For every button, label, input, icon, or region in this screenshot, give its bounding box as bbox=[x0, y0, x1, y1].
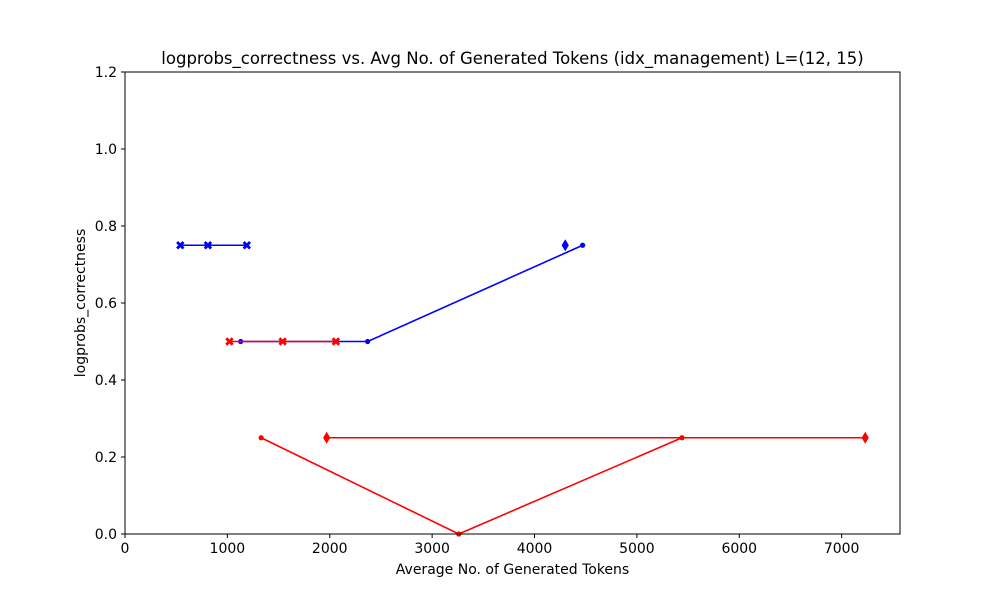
x-tick-label: 5000 bbox=[619, 541, 655, 557]
y-tick-label: 1.0 bbox=[95, 142, 117, 158]
x-tick-label: 1000 bbox=[210, 541, 246, 557]
data-point bbox=[242, 241, 252, 250]
data-point bbox=[176, 241, 185, 250]
data-point bbox=[861, 431, 869, 444]
data-point bbox=[580, 242, 586, 248]
y-tick-label: 0.4 bbox=[95, 373, 117, 389]
data-point bbox=[258, 435, 264, 441]
x-tick-label: 4000 bbox=[517, 541, 553, 557]
x-tick-label: 6000 bbox=[721, 541, 757, 557]
series-0 bbox=[176, 241, 252, 250]
x-tick-label: 3000 bbox=[414, 541, 450, 557]
data-point bbox=[323, 431, 331, 444]
series-2 bbox=[561, 239, 569, 252]
plot-frame bbox=[124, 71, 901, 535]
y-tick-label: 0.0 bbox=[95, 527, 117, 543]
x-tick-label: 7000 bbox=[824, 541, 860, 557]
data-point bbox=[203, 241, 213, 250]
series-5 bbox=[323, 431, 869, 444]
x-tick-label: 2000 bbox=[312, 541, 348, 557]
series-line bbox=[240, 244, 583, 343]
series-line bbox=[260, 437, 683, 535]
x-tick-label: 0 bbox=[121, 541, 130, 557]
chart-title: logprobs_correctness vs. Avg No. of Gene… bbox=[161, 49, 863, 69]
y-tick-label: 0.6 bbox=[95, 296, 117, 312]
data-point bbox=[278, 337, 287, 346]
y-tick-label: 1.2 bbox=[95, 65, 117, 81]
series-4 bbox=[258, 435, 685, 537]
data-point bbox=[331, 337, 341, 346]
y-tick-label: 0.8 bbox=[95, 219, 117, 235]
series-1 bbox=[238, 242, 586, 345]
x-axis-label: Average No. of Generated Tokens bbox=[396, 562, 629, 578]
data-point bbox=[365, 338, 371, 345]
y-tick-label: 0.2 bbox=[95, 450, 117, 466]
y-axis-label: logprobs_correctness bbox=[73, 229, 89, 378]
data-point bbox=[561, 239, 569, 252]
data-point bbox=[225, 337, 234, 346]
series-3 bbox=[225, 337, 341, 346]
